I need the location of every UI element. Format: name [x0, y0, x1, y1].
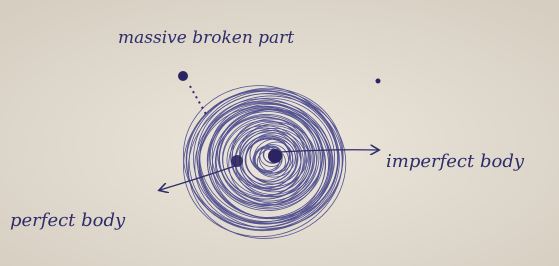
label: perfect body [10, 210, 126, 231]
label: imperfect body [386, 151, 525, 172]
label: massive broken part [118, 28, 294, 48]
dot [376, 79, 381, 84]
drawing: massive broken part imperfect body perfe… [0, 0, 559, 266]
perfect-body-blob [231, 155, 243, 167]
broken-part [178, 71, 188, 81]
page: massive broken part imperfect body perfe… [0, 0, 559, 266]
core [268, 149, 282, 163]
